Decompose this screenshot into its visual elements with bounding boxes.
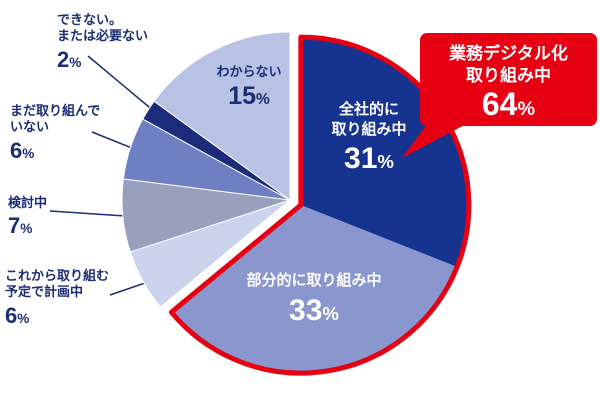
- percent-value: 31: [344, 142, 378, 175]
- percent-sign: %: [377, 151, 394, 172]
- percent-sign: %: [20, 221, 33, 237]
- label-percent: 6%: [5, 302, 109, 328]
- label-unknown: わからない 15%: [197, 64, 301, 111]
- callout-tail: [402, 120, 474, 158]
- label-percent: 31%: [312, 142, 426, 177]
- label-cannot-or-unnecessary: できない。 または必要ない 2%: [57, 12, 148, 72]
- leader-lines: [49, 55, 156, 296]
- label-text: 部分的に取り組み中: [246, 272, 382, 289]
- label-text: 予定で計画中: [5, 284, 84, 300]
- percent-sign: %: [17, 310, 30, 326]
- label-percent: 6%: [10, 137, 100, 163]
- callout-text: 業務デジタル化: [449, 44, 568, 63]
- percent-sign: %: [256, 91, 270, 109]
- leader-line-considering: [49, 210, 126, 217]
- highlight-outline: [168, 34, 472, 376]
- percent-value: 6: [5, 302, 18, 328]
- label-text: できない。: [57, 12, 123, 27]
- label-text: わからない: [216, 64, 282, 79]
- label-text: いない: [10, 119, 50, 135]
- percent-sign: %: [322, 302, 339, 324]
- label-percent: 15%: [197, 83, 301, 111]
- percent-sign: %: [69, 54, 82, 70]
- pie-segments: [121, 31, 472, 376]
- label-text: または必要ない: [57, 28, 149, 44]
- label-company-wide: 全社的に 取り組み中 31%: [312, 100, 426, 177]
- callout-percent: 64%: [420, 86, 597, 123]
- percent-value: 33: [289, 293, 323, 327]
- label-planning: これから取り組む 予定で計画中 6%: [5, 268, 109, 328]
- label-text: 検討中: [8, 195, 48, 210]
- percent-value: 2: [57, 46, 70, 72]
- label-considering: 検討中 7%: [8, 195, 47, 238]
- percent-value: 15: [228, 82, 256, 111]
- label-not-yet: まだ取り組んで いない 6%: [10, 103, 100, 163]
- percent-value: 6: [10, 137, 23, 163]
- label-text: 取り組み中: [331, 120, 407, 138]
- percent-sign: %: [517, 98, 536, 121]
- label-partial: 部分的に取り組み中 33%: [228, 271, 400, 328]
- label-percent: 7%: [8, 214, 47, 238]
- leader-line-not-yet: [91, 131, 133, 149]
- label-text: これから取り組む: [5, 268, 110, 283]
- label-text: まだ取り組んで: [10, 103, 101, 118]
- label-percent: 33%: [228, 294, 400, 329]
- label-text: 全社的に: [338, 101, 399, 118]
- leader-line-cannot: [87, 55, 156, 113]
- highlight-callout: 業務デジタル化 取り組み中 64%: [420, 33, 597, 126]
- pie-segment-6: [153, 31, 291, 201]
- leader-line-planning: [109, 282, 146, 296]
- callout-text: 取り組み中: [466, 66, 551, 86]
- pie-segment-1: [171, 205, 458, 374]
- label-percent: 2%: [57, 46, 148, 72]
- percent-value: 7: [8, 213, 21, 239]
- percent-sign: %: [22, 145, 35, 161]
- percent-value: 64: [481, 86, 518, 123]
